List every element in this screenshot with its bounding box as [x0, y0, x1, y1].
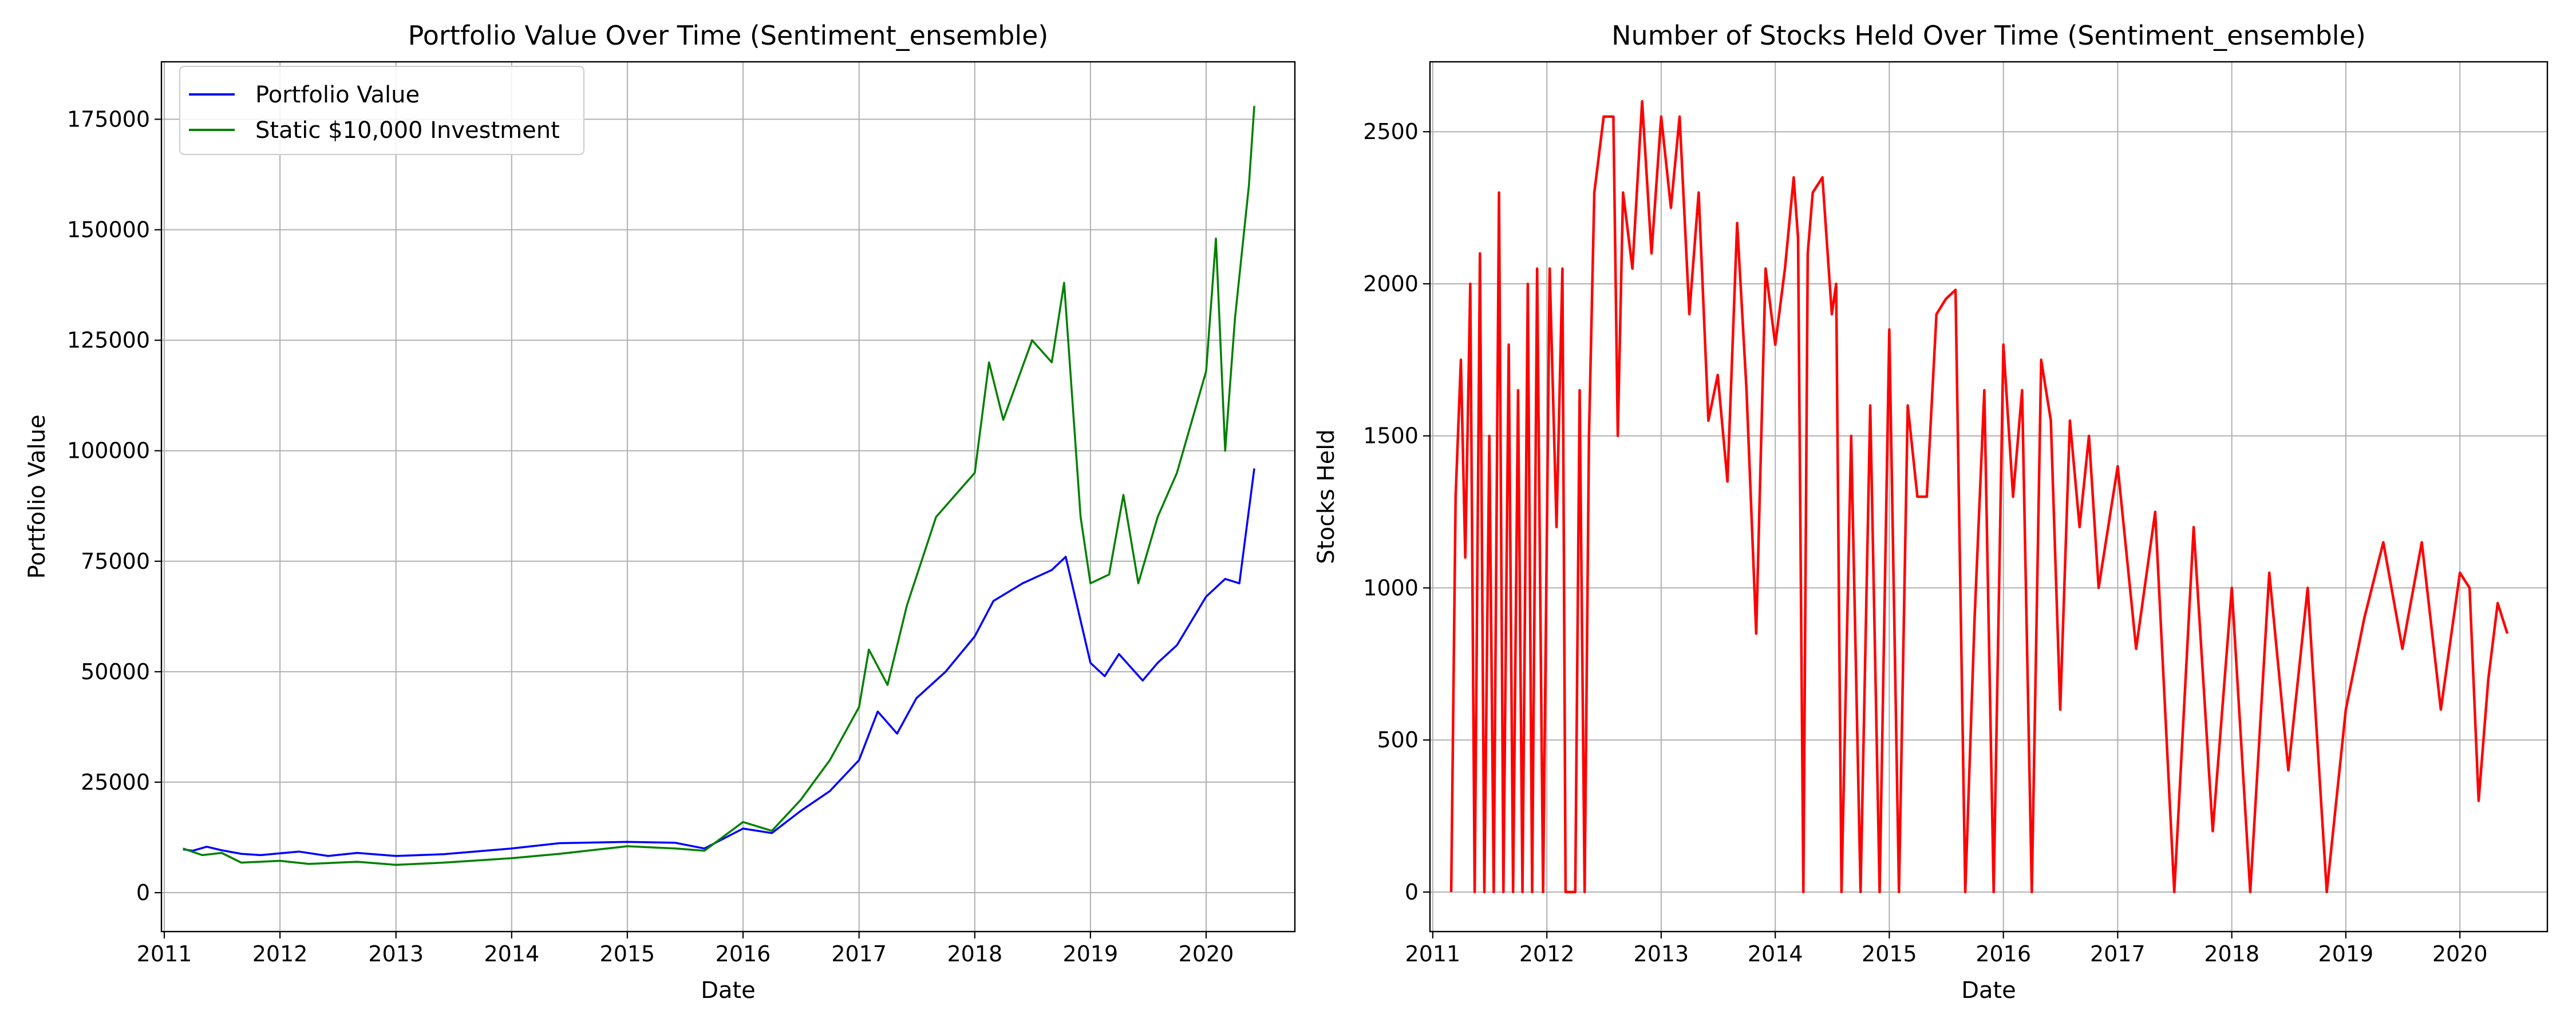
axis-ticks: 2011 2012 2013 2014 2015 2016 2017 2018 2019 2020… [67, 106, 1234, 966]
x-tick-label: 2017 [831, 941, 887, 966]
stocks-held-line [1449, 100, 2509, 894]
x-axis-label: Date [701, 977, 756, 1004]
x-tick-label: 2013 [1634, 941, 1689, 966]
stocks-held-chart: Number of Stocks Held Over Time (Sentime… [1313, 20, 2549, 1004]
x-tick-label: 2015 [600, 941, 655, 966]
x-tick-label: 2011 [1405, 941, 1461, 966]
plot-frame [160, 61, 1296, 933]
y-tick-label: 25000 [81, 770, 150, 795]
x-tick-label: 2011 [137, 941, 192, 966]
y-tick-label: 2500 [1363, 119, 1419, 144]
legend-label-portfolio-value: Portfolio Value [255, 82, 420, 108]
y-tick-label: 175000 [67, 106, 150, 132]
x-tick-label: 2016 [716, 941, 771, 966]
y-axis-label: Stocks Held [1313, 429, 1340, 564]
x-tick-label: 2017 [2090, 941, 2146, 966]
x-tick-label: 2014 [1748, 941, 1803, 966]
y-axis-label: Portfolio Value [24, 414, 50, 579]
x-tick-label: 2013 [368, 941, 424, 966]
y-tick-label: 1500 [1363, 423, 1419, 449]
y-tick-label: 1000 [1363, 575, 1419, 600]
series-lines [183, 106, 1255, 866]
x-tick-label: 2020 [1179, 941, 1234, 966]
x-tick-label: 2015 [1862, 941, 1917, 966]
axis-ticks: 2011 2012 2013 2014 2015 2016 2017 2018 2019 2020… [1363, 119, 2487, 966]
static-10-000-investment-line [183, 106, 1255, 866]
y-tick-label: 2000 [1363, 271, 1419, 296]
grid [1430, 62, 2547, 932]
x-tick-label: 2018 [947, 941, 1002, 966]
legend-label-static-investment: Static $10,000 Investment [255, 117, 560, 144]
grid [161, 62, 1295, 932]
x-tick-label: 2012 [1519, 941, 1575, 966]
y-tick-label: 50000 [81, 659, 150, 684]
x-tick-label: 2020 [2432, 941, 2488, 966]
x-tick-label: 2012 [252, 941, 308, 966]
x-tick-label: 2019 [2318, 941, 2374, 966]
y-tick-label: 150000 [67, 217, 150, 243]
x-tick-label: 2016 [1976, 941, 2031, 966]
x-tick-label: 2019 [1063, 941, 1119, 966]
portfolio-value-chart: Portfolio Value Over Time (Sentiment_ens… [24, 20, 1296, 1004]
y-tick-label: 75000 [81, 549, 150, 574]
y-tick-label: 125000 [67, 328, 150, 353]
legend: Portfolio Value Static $10,000 Investmen… [179, 66, 584, 155]
x-tick-label: 2018 [2204, 941, 2259, 966]
series-lines [1449, 100, 2509, 894]
y-tick-label: 500 [1377, 727, 1419, 752]
y-tick-label: 0 [136, 880, 150, 905]
y-tick-label: 0 [1405, 880, 1419, 905]
chart-title: Number of Stocks Held Over Time (Sentime… [1611, 20, 2366, 51]
x-axis-label: Date [1961, 977, 2016, 1004]
y-tick-label: 100000 [67, 438, 150, 464]
legend-box [179, 66, 584, 155]
plot-frame [1429, 61, 2549, 933]
portfolio-value-line [183, 468, 1255, 857]
x-tick-label: 2014 [484, 941, 539, 966]
chart-title: Portfolio Value Over Time (Sentiment_ens… [408, 20, 1049, 51]
